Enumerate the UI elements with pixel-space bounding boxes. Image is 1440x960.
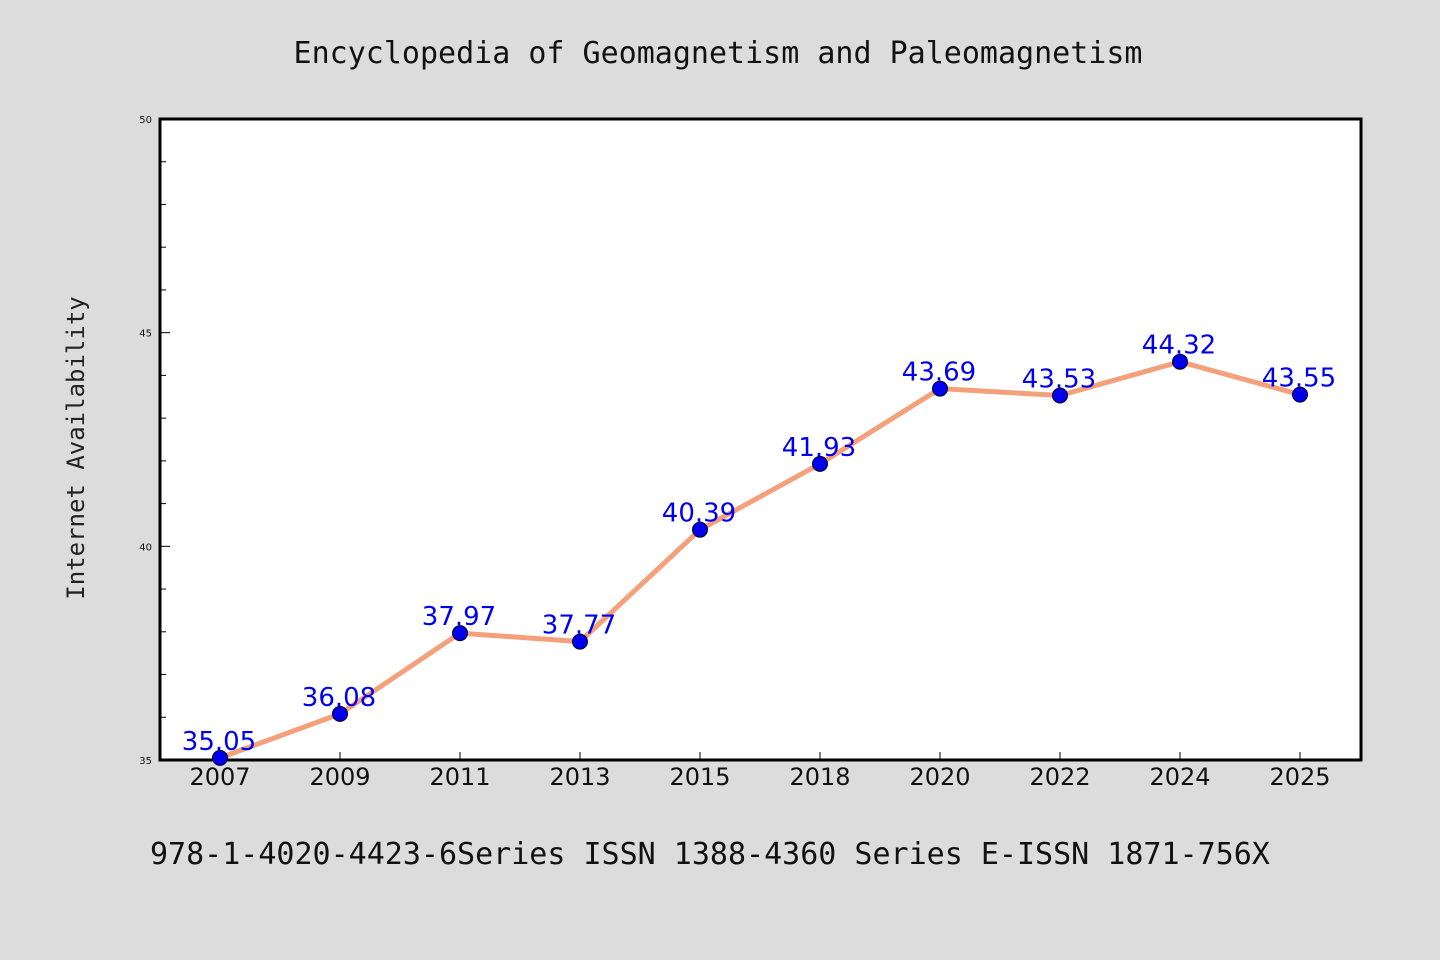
footer-isbn-issn: 978-1-4020-4423-6Series ISSN 1388-4360 S… [150,837,1270,872]
x-tick-label: 2011 [429,763,490,791]
data-point [932,380,948,397]
x-axis: 2007 2009 2011 2013 2015 2018 2020 2022 2024 2025 [189,752,1331,791]
data-point [1052,387,1068,404]
y-tick-label: 45 [139,329,152,340]
data-label: 43.55 [1262,364,1336,394]
data-label: 43.53 [1022,364,1096,394]
x-tick-label: 2009 [309,763,370,791]
x-tick-label: 2015 [669,763,730,791]
data-point [692,521,708,538]
chart-title: Encyclopedia of Geomagnetism and Paleoma… [294,36,1143,71]
y-tick-label: 40 [139,542,152,553]
y-axis: 35 40 45 50 [139,115,170,767]
x-tick-label: 2013 [549,763,610,791]
data-label: 35.05 [182,727,256,757]
data-label: 41.93 [782,433,856,463]
y-tick-label: 35 [139,756,152,767]
series-line [219,359,1301,761]
x-tick-label: 2007 [189,763,250,791]
y-tick-label: 50 [139,115,152,126]
data-point [812,455,828,472]
data-point [1172,353,1188,370]
y-axis-label: Internet Availability [62,296,90,599]
data-labels: 35.05 36.08 37.97 37.77 40.39 41.93 43.69 43.53… [182,331,1336,757]
x-tick-label: 2025 [1269,763,1330,791]
data-point [332,705,348,722]
data-point [572,633,588,650]
data-label: 44.32 [1142,331,1216,361]
data-label: 36.08 [302,683,376,713]
data-label: 40.39 [662,499,736,529]
data-point [1292,386,1308,403]
data-label: 37.77 [542,611,616,641]
plot-area [158,117,1363,762]
x-tick-label: 2024 [1149,763,1210,791]
x-tick-label: 2020 [909,763,970,791]
x-tick-label: 2022 [1029,763,1090,791]
x-tick-label: 2018 [789,763,850,791]
data-label: 43.69 [902,358,976,388]
data-point [452,625,468,642]
data-label: 37.97 [422,602,496,632]
data-point [212,749,228,766]
series-markers [212,353,1308,766]
